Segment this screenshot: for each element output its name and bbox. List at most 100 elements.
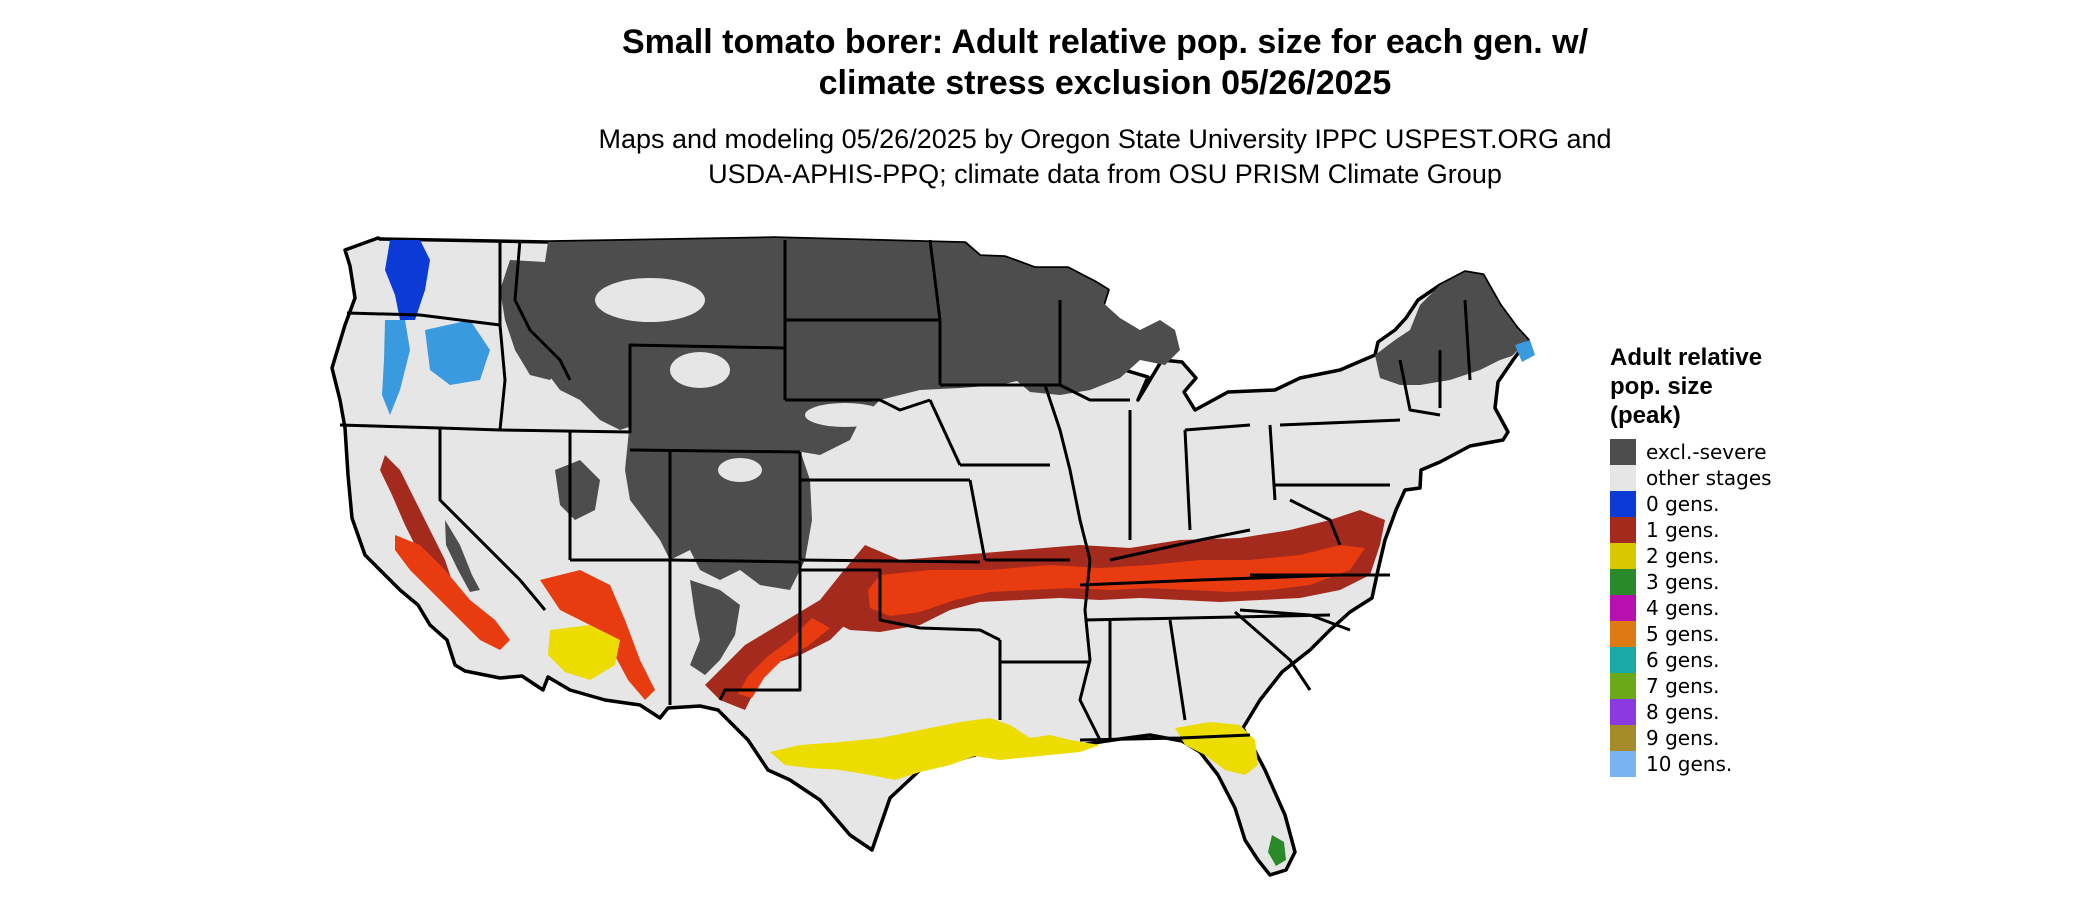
- tn-ms-al-border: [1084, 613, 1331, 622]
- oh-mi-border: [1184, 423, 1251, 432]
- legend-label: 0 gens.: [1646, 492, 1720, 516]
- legend-label: 3 gens.: [1646, 570, 1720, 594]
- central-belt-bright-one-gen: [868, 545, 1365, 616]
- map-subtitle-line-1: Maps and modeling 05/26/2025 by Oregon S…: [598, 124, 1612, 154]
- legend-swatch: [1610, 439, 1636, 465]
- legend-item: 3 gens.: [1610, 569, 1860, 595]
- legend-swatch: [1610, 621, 1636, 647]
- wa-or-border: [346, 311, 501, 327]
- or-id-border: [498, 324, 507, 431]
- maine-light-zero-gen: [1515, 340, 1535, 362]
- legend-label: 6 gens.: [1646, 648, 1720, 672]
- legend-swatch: [1610, 517, 1636, 543]
- texas-bright-one-gen: [738, 618, 830, 698]
- map-subtitle-line-2: USDA-APHIS-PPQ; climate data from OSU PR…: [708, 159, 1502, 189]
- idaho-light-zero-gen: [425, 320, 490, 385]
- map-title-line-2: climate stress exclusion 05/26/2025: [818, 64, 1392, 102]
- nm-tx-border: [718, 562, 802, 701]
- al-ga-border: [1168, 619, 1187, 721]
- in-oh-border: [1183, 429, 1192, 531]
- legend-swatch: [1610, 569, 1636, 595]
- dakota-patch: [805, 403, 885, 427]
- rockies-excluded: [625, 410, 812, 590]
- nd-mn-border: [928, 239, 942, 385]
- legend-label: 1 gens.: [1646, 518, 1720, 542]
- legend-swatch: [1610, 725, 1636, 751]
- legend-swatch: [1610, 595, 1636, 621]
- state-borders: [339, 239, 1472, 742]
- legend-label: other stages: [1646, 466, 1772, 490]
- map-title-line-1: Small tomato borer: Adult relative pop. …: [621, 23, 1589, 61]
- us-map: [330, 236, 1535, 877]
- pa-ny-border: [1279, 418, 1401, 427]
- wv-va-border: [1289, 498, 1342, 546]
- ks-ok-border: [799, 558, 981, 564]
- ne-ia-border: [928, 399, 962, 466]
- legend-swatch: [1610, 543, 1636, 569]
- legend-item: 7 gens.: [1610, 673, 1860, 699]
- legend-title-line-2: pop. size: [1610, 373, 1713, 400]
- legend-label: 4 gens.: [1646, 596, 1720, 620]
- legend-label: 2 gens.: [1646, 544, 1720, 568]
- cascades-zero-gen: [385, 240, 430, 320]
- legend-item: other stages: [1610, 465, 1860, 491]
- oh-pa-border: [1268, 424, 1277, 501]
- legend-title: Adult relative pop. size (peak): [1610, 343, 1860, 430]
- map-subtitle: Maps and modeling 05/26/2025 by Oregon S…: [0, 122, 2100, 192]
- legend-item: 1 gens.: [1610, 517, 1860, 543]
- legend-title-line-3: (peak): [1610, 402, 1681, 429]
- legend-item: 9 gens.: [1610, 725, 1860, 751]
- legend-title-line-1: Adult relative: [1610, 344, 1763, 371]
- arizona-one-gen: [540, 570, 655, 700]
- colorado-patch: [718, 458, 762, 482]
- new-england-excluded: [1375, 272, 1528, 385]
- legend-swatch: [1610, 465, 1636, 491]
- utah-excluded: [555, 460, 600, 520]
- ok-tx-border: [800, 568, 1001, 642]
- legend: Adult relative pop. size (peak) excl.-se…: [1610, 343, 1860, 777]
- idaho-excluded: [500, 260, 570, 380]
- montana-patch: [595, 278, 705, 322]
- legend-label: excl.-severe: [1646, 440, 1767, 464]
- legend-items: excl.-severe other stages 0 gens. 1 gens. 2 …: [1610, 439, 1860, 777]
- legend-swatch: [1610, 673, 1636, 699]
- legend-item: 6 gens.: [1610, 647, 1860, 673]
- legend-swatch: [1610, 751, 1636, 777]
- ky-tn-border: [1079, 573, 1341, 587]
- sierra-excluded: [445, 520, 480, 592]
- ca-nv-border: [438, 428, 547, 611]
- id-nv-ut-border: [499, 370, 632, 434]
- wyoming-patch: [670, 352, 730, 388]
- legend-item: 4 gens.: [1610, 595, 1860, 621]
- legend-label: 10 gens.: [1646, 752, 1733, 776]
- mo-ks-border: [968, 479, 987, 561]
- nc-sc-border: [1239, 608, 1351, 632]
- sd-ne-border: [785, 398, 931, 412]
- co-nm-border: [669, 558, 801, 564]
- california-south-one-gen: [395, 535, 510, 650]
- legend-label: 8 gens.: [1646, 700, 1720, 724]
- map-title: Small tomato borer: Adult relative pop. …: [0, 22, 2100, 104]
- legend-swatch: [1610, 491, 1636, 517]
- legend-label: 5 gens.: [1646, 622, 1720, 646]
- legend-label: 7 gens.: [1646, 674, 1720, 698]
- arizona-two-gens: [548, 625, 620, 680]
- legend-item: 2 gens.: [1610, 543, 1860, 569]
- legend-item: 8 gens.: [1610, 699, 1860, 725]
- ga-sc-border: [1234, 610, 1312, 691]
- ga-fl-border: [1079, 733, 1251, 742]
- legend-item: 5 gens.: [1610, 621, 1860, 647]
- south-florida-three-gens: [1268, 835, 1286, 866]
- wy-co-border: [629, 448, 801, 454]
- legend-item: 0 gens.: [1610, 491, 1860, 517]
- new-mexico-excluded: [690, 580, 740, 675]
- legend-label: 9 gens.: [1646, 726, 1720, 750]
- cascades-light-zero-gen: [382, 320, 410, 415]
- nh-me-border: [1463, 299, 1472, 381]
- legend-item: excl.-severe: [1610, 439, 1860, 465]
- ny-ne-border: [1398, 359, 1441, 417]
- wi-mi-border: [1058, 300, 1130, 402]
- il-ky-border: [1109, 528, 1251, 562]
- other-stage-patches: [595, 278, 885, 482]
- zero-gen-regions: [382, 240, 1535, 415]
